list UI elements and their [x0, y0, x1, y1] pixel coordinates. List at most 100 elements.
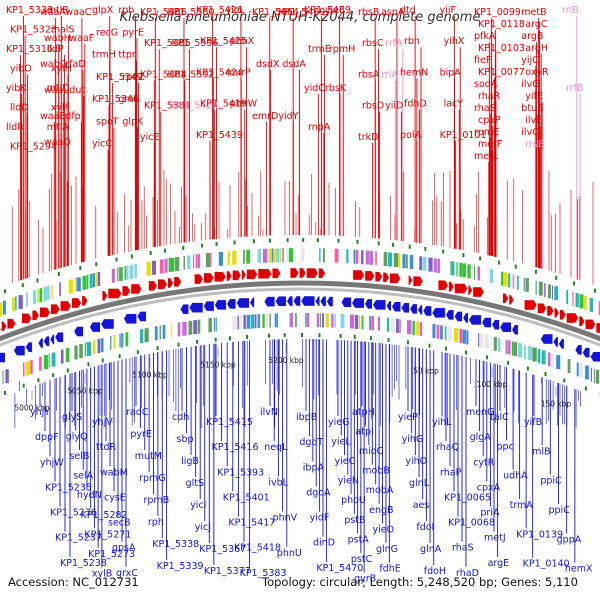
forward-gene-label: waaC [65, 7, 91, 18]
reverse-gene-label: atpH [352, 407, 375, 418]
reverse-cds-track-arrow [341, 297, 352, 308]
forward-gene-label: KP1_5316 [6, 44, 53, 55]
topology-label: Topology: [262, 575, 316, 589]
forward-cog-track-stripe [286, 248, 289, 263]
forward-rna-marks-mark [233, 240, 236, 245]
forward-cog-track-stripe [18, 295, 23, 310]
kbp-tick-label: 150 kbp [541, 399, 572, 408]
reverse-gene-label: yicI [190, 500, 206, 511]
reverse-cog-track-stripe [484, 334, 489, 349]
reverse-rna-marks-mark [156, 346, 159, 351]
forward-cds-track-arrow [232, 270, 242, 281]
forward-gene-label: malS [51, 25, 75, 36]
reverse-gene-label: yihL [432, 417, 452, 428]
reverse-gene-label: grxC [116, 568, 138, 579]
forward-cog-track-stripe [398, 253, 401, 268]
reverse-cog-track-stripe [162, 324, 166, 339]
forward-gene-label: argB [521, 31, 543, 42]
reverse-cds-track-arrow [226, 298, 237, 310]
reverse-cds-track-arrow [136, 311, 147, 322]
reverse-gene-label: yidF [310, 513, 330, 524]
reverse-cog-track-stripe [513, 342, 518, 357]
forward-rna-marks [4, 238, 597, 294]
reverse-cds-track-arrow [293, 295, 301, 307]
reverse-gene-label: mlB [532, 446, 550, 457]
forward-cog-track-stripe [174, 257, 180, 272]
forward-gene-label: yicL [226, 5, 245, 16]
reverse-cog-track-stripe [208, 318, 212, 333]
forward-cog-track-stripe [353, 249, 356, 264]
reverse-gene-label: pstC [351, 554, 373, 565]
forward-gene-label: dut [69, 85, 85, 96]
forward-gene-label: rpmE [474, 127, 499, 138]
forward-cds-track-arrow [50, 303, 61, 315]
forward-cog-track-stripe [282, 248, 284, 263]
reverse-cds-track-arrow [391, 301, 401, 312]
reverse-gene-label: KP1_5235 [45, 482, 92, 493]
reverse-cds-track-arrow [37, 337, 44, 349]
forward-cog-track-stripe [126, 265, 129, 280]
reverse-cds-track-arrow [431, 307, 446, 319]
forward-gene-labels: KP1_5333 KP1_5323 KP1_5316 yibO yibK lldD lldR… [6, 5, 584, 162]
reverse-gene-label: yhjW [40, 457, 64, 468]
reverse-cog-track-stripe [177, 322, 181, 337]
reverse-cog-track-stripe [527, 346, 533, 361]
forward-cog-track-stripe [473, 265, 476, 280]
forward-gene-label: argC [525, 19, 548, 30]
forward-cds-track-arrow [194, 273, 204, 285]
reverse-cog-track-stripe [399, 319, 401, 334]
reverse-cog-track [2, 313, 600, 385]
forward-cog-track-stripe [2, 300, 6, 315]
position-tick-labels: 5000 kbp 5050 kbp 5100 kbp 5150 kbp 5200 kbp… [14, 343, 572, 413]
reverse-cog-track-stripe [30, 359, 33, 374]
forward-gene-label: rrfB [566, 83, 584, 94]
reverse-gene-label: KP1_5470 [316, 563, 363, 574]
reverse-cog-track-stripe [269, 313, 271, 328]
reverse-gene-label: KP1_5417 [228, 518, 275, 529]
forward-gene-label: fieF [474, 55, 491, 66]
forward-gene-label: yibO [10, 64, 32, 75]
forward-cds-track-arrow [438, 279, 449, 291]
reverse-gene-label: KP1_5416 [212, 442, 259, 453]
forward-rna-marks-mark [79, 266, 82, 271]
reverse-gene-label: radC [126, 407, 149, 418]
forward-cog-track-stripe [111, 268, 115, 283]
forward-cds-track-arrow [382, 272, 390, 283]
reverse-gene-label: KP1_5236 [50, 508, 97, 519]
reverse-gene-label: pstA [348, 534, 370, 545]
reverse-gene-label: glyQ [66, 432, 88, 443]
reverse-cog-track-stripe [110, 335, 112, 350]
reverse-rna-marks-mark [196, 339, 199, 344]
reverse-rna-marks-mark [563, 378, 566, 383]
forward-gene-label: KP1_0101 [440, 130, 487, 141]
forward-cog-track-stripe [554, 286, 559, 301]
forward-rna-marks-mark [201, 243, 204, 248]
forward-cog-track-stripe [192, 254, 195, 269]
reverse-gene-label: fdoH [424, 566, 446, 577]
reverse-rna-marks-mark [245, 334, 248, 339]
genome-backbone [0, 280, 600, 342]
forward-cog-track-stripe [59, 282, 61, 297]
forward-cog-track-stripe [43, 286, 48, 301]
reverse-gene-label: yihO [405, 456, 427, 467]
forward-cog-track-stripe [218, 251, 223, 266]
reverse-cog-track-stripe [412, 320, 415, 335]
reverse-gene-label: glnG [376, 544, 398, 555]
forward-cog-track-stripe [47, 285, 50, 300]
reverse-rna-marks-mark [507, 360, 510, 365]
forward-cds-track-arrow [60, 300, 72, 312]
forward-cds-track-arrow [214, 271, 227, 282]
forward-cog-track-stripe [15, 296, 17, 311]
reverse-cog-track-stripe [84, 342, 87, 357]
reverse-gene-label: KP1_5238 [60, 558, 107, 569]
forward-cds-track-arrow [502, 293, 509, 304]
reverse-cds-track-arrow [499, 322, 512, 333]
reverse-gene-label: phnV [273, 513, 298, 524]
forward-gene-label: phnX [230, 36, 255, 47]
forward-cog-track-stripe [271, 248, 274, 263]
reverse-cds-track-arrow [468, 314, 482, 326]
forward-gene-label: rbsB [358, 7, 379, 18]
reverse-gene-label: ppiC [540, 476, 562, 487]
reverse-gene-label: KP1_5271 [84, 529, 131, 540]
reverse-cog-track-stripe [23, 362, 25, 377]
